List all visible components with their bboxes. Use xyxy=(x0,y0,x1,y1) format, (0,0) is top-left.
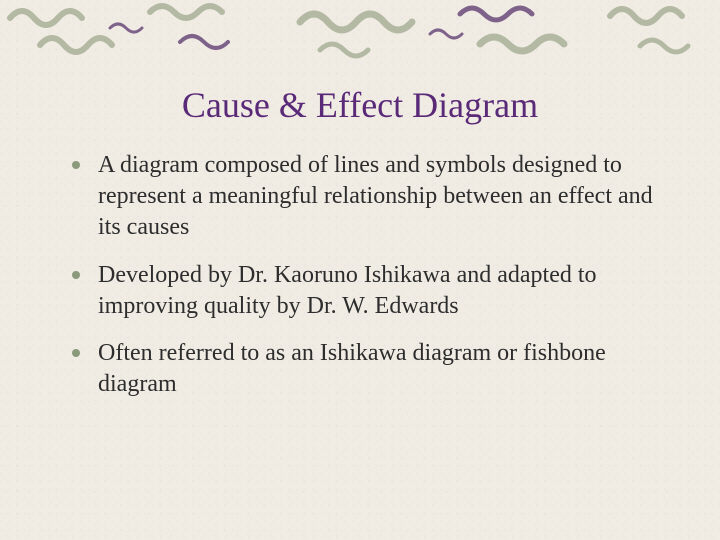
bullet-text: Often referred to as an Ishikawa diagram… xyxy=(98,340,606,397)
list-item: A diagram composed of lines and symbols … xyxy=(72,150,660,244)
list-item: Often referred to as an Ishikawa diagram… xyxy=(72,338,660,400)
bullet-list: A diagram composed of lines and symbols … xyxy=(0,150,720,400)
bullet-text: Developed by Dr. Kaoruno Ishikawa and ad… xyxy=(98,262,597,319)
bullet-text: A diagram composed of lines and symbols … xyxy=(98,152,653,240)
slide-title: Cause & Effect Diagram xyxy=(0,0,720,150)
list-item: Developed by Dr. Kaoruno Ishikawa and ad… xyxy=(72,260,660,322)
